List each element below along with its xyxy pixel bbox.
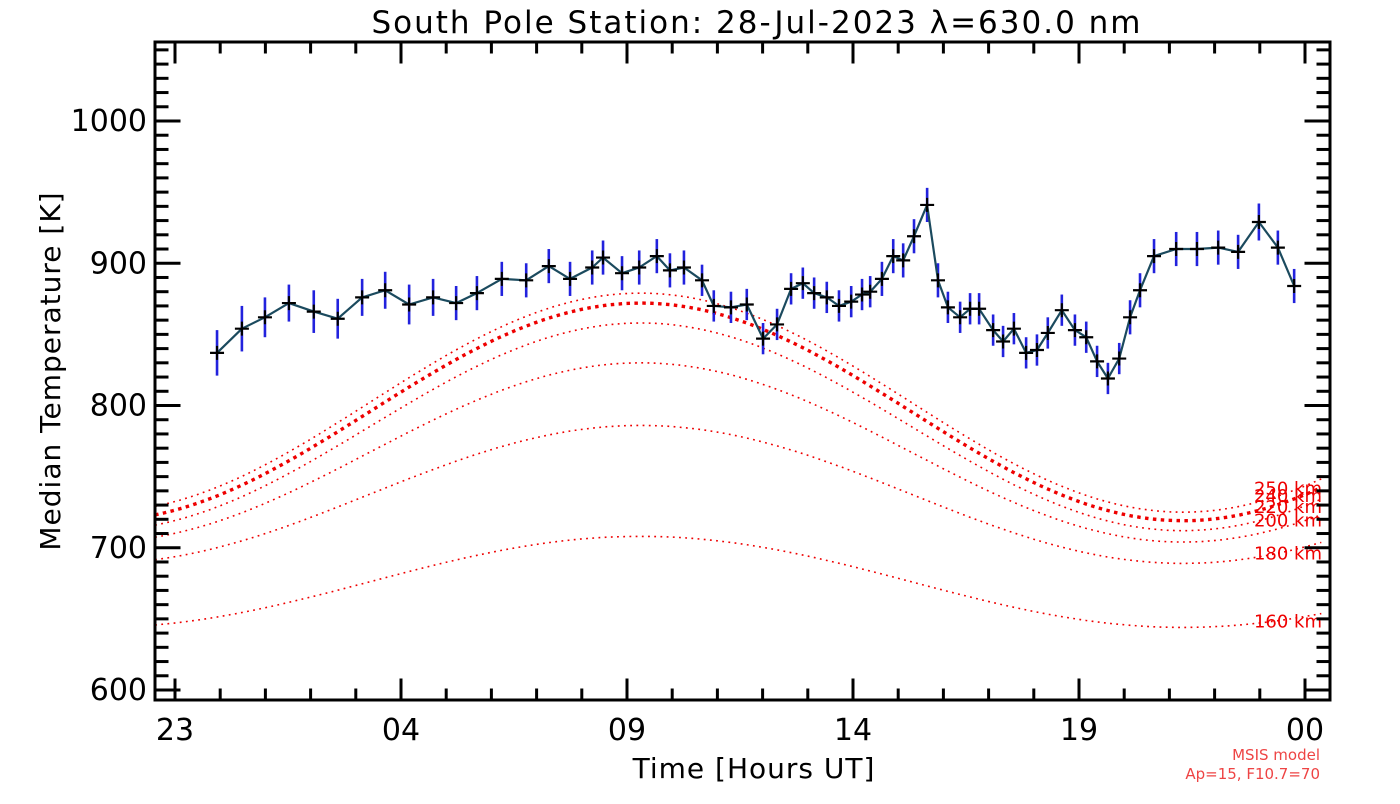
- data-marker: [1019, 345, 1034, 360]
- x-tick-label: 23: [156, 713, 194, 748]
- data-marker: [940, 300, 955, 315]
- data-marker: [972, 301, 987, 316]
- data-marker: [257, 310, 272, 325]
- data-marker: [1270, 240, 1285, 255]
- data-marker: [615, 266, 630, 281]
- data-marker: [1169, 242, 1184, 257]
- data-marker: [449, 296, 464, 311]
- data-marker: [996, 334, 1011, 349]
- data-marker: [519, 273, 534, 288]
- data-marker: [306, 304, 321, 319]
- data-marker: [596, 250, 611, 265]
- data-marker: [784, 281, 799, 296]
- x-tick-label: 14: [834, 713, 872, 748]
- x-tick-label: 00: [1286, 713, 1324, 748]
- data-marker: [1029, 343, 1044, 358]
- data-marker: [756, 331, 771, 346]
- data-marker: [1231, 244, 1246, 259]
- data-marker: [795, 276, 810, 291]
- data-marker: [355, 290, 370, 305]
- data-marker: [930, 273, 945, 288]
- data-marker: [886, 249, 901, 264]
- data-marker: [210, 345, 225, 360]
- data-marker: [1133, 283, 1148, 298]
- y-tick-label: 800: [90, 389, 147, 424]
- x-axis-title: Time [Hours UT]: [632, 752, 876, 785]
- data-marker: [986, 323, 1001, 338]
- data-marker: [855, 287, 870, 302]
- data-marker: [863, 284, 878, 299]
- data-marker: [649, 249, 664, 264]
- model-curve-240km: [154, 301, 1322, 523]
- data-marker: [1287, 279, 1302, 294]
- data-marker: [831, 298, 846, 313]
- altitude-label-200km: 200 km: [1254, 511, 1322, 532]
- y-tick-label: 1000: [71, 104, 147, 139]
- x-tick-label: 09: [608, 713, 646, 748]
- data-marker: [676, 260, 691, 275]
- data-marker: [378, 283, 393, 298]
- data-marker: [494, 271, 509, 286]
- data-marker: [1123, 310, 1138, 325]
- data-marker: [1211, 240, 1226, 255]
- data-marker: [1054, 303, 1069, 318]
- data-marker: [1079, 330, 1094, 345]
- data-marker: [896, 253, 911, 268]
- data-marker: [563, 271, 578, 286]
- data-marker: [281, 296, 296, 311]
- data-marker: [723, 300, 738, 315]
- data-marker: [770, 317, 785, 332]
- y-tick-label: 900: [90, 246, 147, 281]
- data-marker: [1090, 354, 1105, 369]
- data-marker: [541, 259, 556, 274]
- y-tick-label: 600: [90, 673, 147, 708]
- data-marker: [632, 260, 647, 275]
- msis-annotation-line2: Ap=15, F10.7=70: [1185, 765, 1320, 783]
- data-marker: [662, 263, 677, 278]
- data-marker: [1100, 371, 1115, 386]
- data-marker: [819, 290, 834, 305]
- data-marker: [706, 298, 721, 313]
- y-axis-title: Median Temperature [K]: [34, 191, 67, 550]
- msis-annotation-line1: MSIS model: [1232, 746, 1320, 764]
- data-marker: [807, 286, 822, 301]
- data-marker: [426, 290, 441, 305]
- data-marker: [1040, 325, 1055, 340]
- data-line: [216, 203, 1296, 380]
- data-marker: [234, 321, 249, 336]
- model-curve-200km: [154, 361, 1322, 543]
- data-marker: [907, 229, 922, 244]
- altitude-label-250km: 250 km: [1254, 479, 1322, 500]
- model-curve-180km: [154, 424, 1322, 565]
- data-marker: [874, 271, 889, 286]
- data-marker: [1067, 323, 1082, 338]
- data-marker: [1251, 214, 1266, 229]
- data-marker: [920, 197, 935, 212]
- data-marker: [739, 297, 754, 312]
- data-marker: [695, 273, 710, 288]
- altitude-label-160km: 160 km: [1254, 612, 1322, 633]
- model-curve-160km: [155, 535, 1322, 629]
- data-marker: [585, 260, 600, 275]
- chart-title: South Pole Station: 28-Jul-2023 λ=630.0 …: [371, 5, 1142, 41]
- x-tick-label: 19: [1060, 713, 1098, 748]
- x-tick-label: 04: [382, 713, 420, 748]
- altitude-label-220km: 220 km: [1254, 497, 1322, 518]
- y-tick-label: 700: [90, 531, 147, 566]
- data-marker: [953, 310, 968, 325]
- altitude-label-240km: 240 km: [1254, 486, 1322, 507]
- data-marker: [1112, 351, 1127, 366]
- data-marker: [1147, 249, 1162, 264]
- data-marker: [1006, 321, 1021, 336]
- data-marker: [844, 294, 859, 309]
- model-curve-250km: [154, 292, 1322, 514]
- data-marker: [330, 311, 345, 326]
- data-marker: [1189, 242, 1204, 257]
- data-marker: [469, 286, 484, 301]
- plot-frame: [153, 40, 1332, 702]
- data-marker: [402, 297, 417, 312]
